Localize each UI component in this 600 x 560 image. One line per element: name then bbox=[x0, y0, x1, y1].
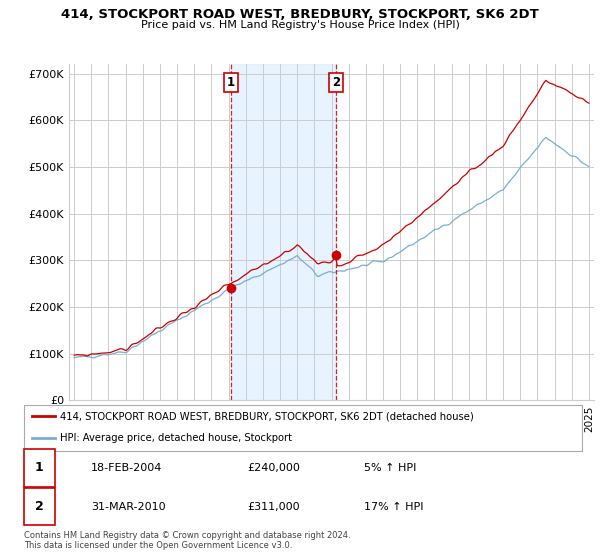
Text: 5% ↑ HPI: 5% ↑ HPI bbox=[364, 463, 417, 473]
Text: 414, STOCKPORT ROAD WEST, BREDBURY, STOCKPORT, SK6 2DT (detached house): 414, STOCKPORT ROAD WEST, BREDBURY, STOC… bbox=[60, 412, 474, 421]
Text: HPI: Average price, detached house, Stockport: HPI: Average price, detached house, Stoc… bbox=[60, 433, 292, 443]
Text: 1: 1 bbox=[35, 461, 44, 474]
Text: £311,000: £311,000 bbox=[247, 502, 300, 511]
Text: £240,000: £240,000 bbox=[247, 463, 300, 473]
Text: 2: 2 bbox=[332, 76, 340, 89]
Text: 2: 2 bbox=[35, 500, 44, 513]
Text: 31-MAR-2010: 31-MAR-2010 bbox=[91, 502, 166, 511]
Text: Contains HM Land Registry data © Crown copyright and database right 2024.
This d: Contains HM Land Registry data © Crown c… bbox=[24, 531, 350, 550]
Bar bbox=[231, 64, 336, 400]
Text: 18-FEB-2004: 18-FEB-2004 bbox=[91, 463, 163, 473]
Bar bbox=[24, 449, 55, 487]
Text: 1: 1 bbox=[227, 76, 235, 89]
Text: 414, STOCKPORT ROAD WEST, BREDBURY, STOCKPORT, SK6 2DT: 414, STOCKPORT ROAD WEST, BREDBURY, STOC… bbox=[61, 8, 539, 21]
Bar bbox=[24, 488, 55, 525]
Text: Price paid vs. HM Land Registry's House Price Index (HPI): Price paid vs. HM Land Registry's House … bbox=[140, 20, 460, 30]
Text: 17% ↑ HPI: 17% ↑ HPI bbox=[364, 502, 424, 511]
